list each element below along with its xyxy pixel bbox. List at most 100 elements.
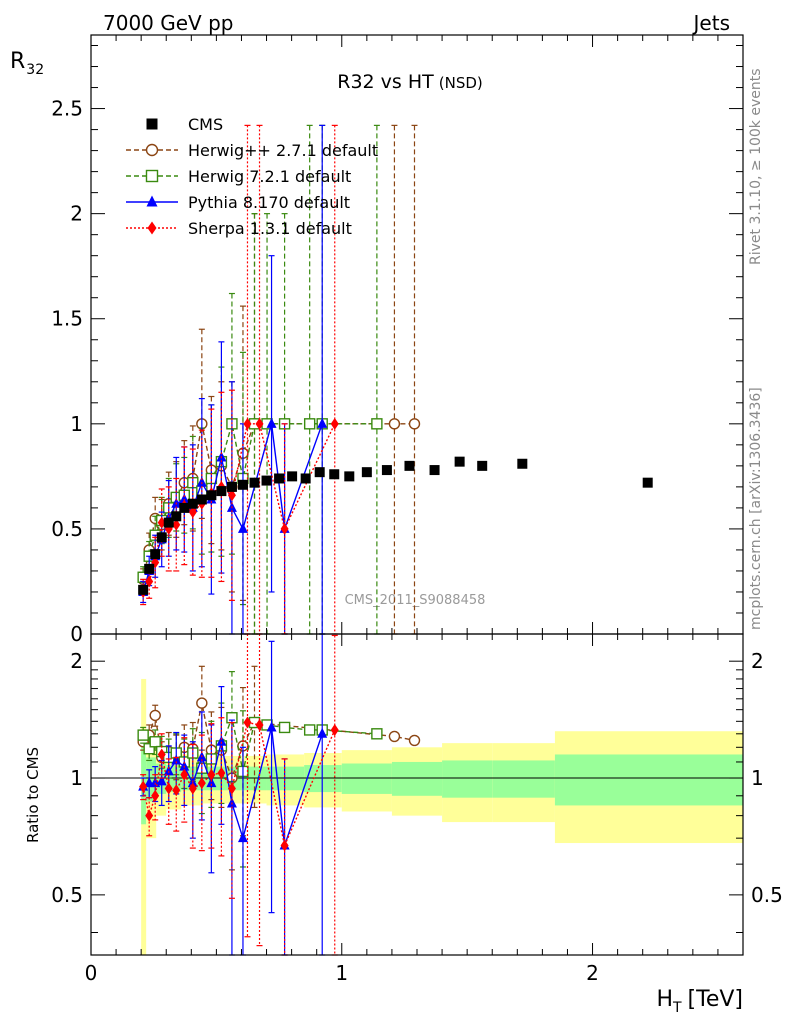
ratio-ylabel: Ratio to CMS	[24, 747, 42, 843]
legend: CMS Herwig++ 2.7.1 default Herwig 7.2.1 de…	[126, 115, 378, 238]
data-point	[197, 777, 206, 790]
ratio-bands	[91, 678, 743, 955]
data-point	[317, 417, 328, 428]
data-point	[243, 417, 252, 430]
data-point	[408, 734, 421, 747]
data-point	[243, 716, 252, 729]
data-point	[216, 735, 227, 746]
data-point	[261, 475, 272, 486]
header-right: Jets	[692, 11, 730, 35]
data-point	[139, 780, 148, 793]
x-tick-label: 1	[335, 961, 348, 985]
data-point	[361, 467, 372, 478]
data-point	[303, 418, 316, 430]
data-point	[280, 522, 289, 535]
y-tick-label: 0	[70, 622, 83, 646]
main-series	[137, 124, 653, 635]
band-inner	[554, 754, 743, 806]
x-tick-label: 0	[85, 961, 98, 985]
data-point	[138, 584, 149, 595]
data-point	[164, 782, 173, 795]
ratio-y-tick-label-right: 0.5	[751, 883, 783, 907]
data-point	[179, 760, 190, 771]
data-point	[196, 476, 207, 487]
data-point	[179, 493, 190, 504]
data-point	[226, 797, 237, 808]
header-left: 7000 GeV pp	[103, 11, 234, 35]
data-point	[145, 809, 154, 822]
data-point	[477, 460, 488, 471]
data-point	[371, 418, 383, 430]
data-point	[188, 782, 197, 795]
band-inner	[492, 760, 555, 798]
data-point	[179, 502, 190, 513]
data-point	[172, 518, 181, 531]
data-point	[156, 775, 167, 786]
y-tick-label: 2.5	[51, 97, 83, 121]
data-point	[196, 697, 208, 709]
data-point	[227, 489, 236, 502]
data-point	[196, 494, 207, 505]
data-point	[206, 490, 217, 501]
data-point	[216, 486, 227, 497]
data-point	[171, 754, 182, 765]
data-point	[388, 730, 401, 743]
band-inner	[442, 760, 493, 798]
main-ylabel: R32	[10, 49, 44, 78]
side-info-rivet: Rivet 3.1.10, ≥ 100k events	[748, 68, 764, 265]
data-point	[149, 709, 161, 722]
legend-label-pythia: Pythia 8.170 default	[188, 193, 350, 212]
data-point	[147, 221, 157, 235]
ratio-y-tick-label: 1	[70, 766, 83, 790]
series-line	[142, 423, 336, 593]
data-point	[163, 517, 174, 528]
data-point	[156, 532, 167, 543]
data-point	[146, 118, 158, 130]
data-point	[287, 471, 298, 482]
data-point	[404, 460, 415, 471]
data-point	[227, 782, 236, 795]
data-point	[150, 549, 161, 560]
data-point	[145, 575, 154, 588]
data-point	[280, 839, 289, 852]
data-point	[187, 498, 198, 509]
ratio-y-tick-label: 0.5	[51, 883, 83, 907]
y-tick-label: 2	[70, 202, 83, 226]
data-point	[249, 477, 260, 488]
data-point	[381, 465, 392, 476]
data-point	[237, 479, 248, 490]
data-point	[171, 511, 182, 522]
data-point	[255, 718, 264, 731]
data-point	[180, 768, 189, 781]
data-point	[146, 195, 158, 207]
data-point	[172, 784, 181, 797]
data-point	[330, 417, 339, 430]
side-info-mcplots: mcplots.cern.ch [arXiv:1306.3436]	[748, 387, 764, 630]
data-point	[454, 456, 465, 467]
data-point	[266, 417, 277, 428]
series-pythia	[138, 633, 328, 956]
legend-label-sherpa: Sherpa 1.3.1 default	[188, 219, 352, 238]
data-point	[237, 832, 248, 843]
data-point	[408, 418, 421, 430]
data-point	[207, 768, 216, 781]
ratio-series	[137, 633, 421, 956]
y-tick-label: 1	[70, 412, 83, 436]
data-point	[429, 465, 440, 476]
y-tick-label: 0.5	[51, 517, 83, 541]
data-point	[255, 417, 264, 430]
legend-label-herwig7: Herwig 7.2.1 default	[188, 167, 351, 186]
band-inner	[391, 761, 443, 796]
data-point	[206, 777, 217, 788]
data-point	[388, 418, 401, 430]
x-axis-label: HT [TeV]	[656, 987, 743, 1016]
series-sherpa	[139, 633, 339, 956]
chart-title: R32 vs HT (NSD)	[337, 71, 483, 93]
data-point	[371, 728, 383, 740]
series-cms	[138, 456, 653, 595]
data-point	[163, 765, 174, 776]
axes: 0 1 2 0 0.5 1 1.5 2 2.5 0.5 0.5 1 1 2 2	[51, 34, 783, 985]
y-tick-label: 1.5	[51, 307, 83, 331]
data-point	[188, 506, 197, 519]
data-point	[642, 477, 653, 488]
